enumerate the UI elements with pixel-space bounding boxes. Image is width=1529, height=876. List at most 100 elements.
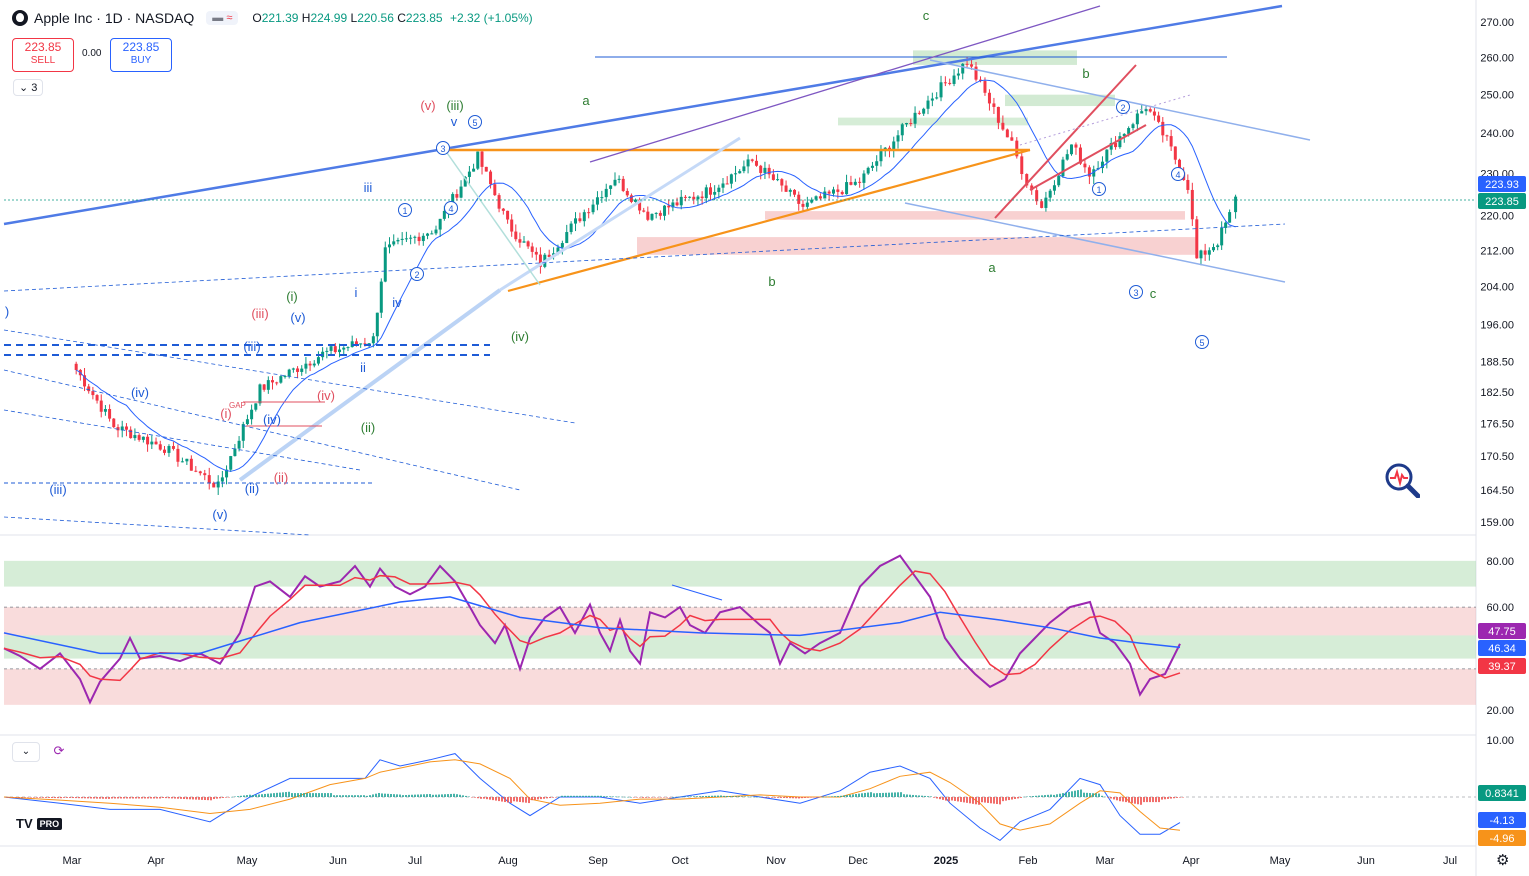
histogram-bar xyxy=(513,797,515,802)
gear-icon[interactable]: ⚙ xyxy=(1496,852,1510,869)
dashed-trendline xyxy=(3,369,521,491)
candle xyxy=(379,278,383,319)
histogram-bar xyxy=(639,797,641,798)
refresh-icon[interactable]: ⟳ xyxy=(53,743,65,758)
histogram-bar xyxy=(621,796,623,798)
histogram-bar xyxy=(498,797,500,802)
histogram-bar xyxy=(138,797,140,799)
wave-label: (i) xyxy=(286,289,298,304)
candle xyxy=(917,110,921,115)
histogram-bar xyxy=(660,797,662,798)
wave-label: (iv) xyxy=(131,385,149,400)
histogram-bar xyxy=(666,797,668,798)
candle-body xyxy=(1078,147,1082,164)
candle-body xyxy=(1207,250,1211,255)
candle-body xyxy=(250,409,254,420)
histogram-bar xyxy=(486,797,488,800)
histogram-bar xyxy=(288,791,290,797)
histogram-bar xyxy=(864,792,866,797)
macd-collapse-button[interactable]: ⌄ xyxy=(12,742,40,762)
candle-body xyxy=(1069,144,1073,155)
gap-label: GAP xyxy=(229,401,246,410)
histogram-bar xyxy=(678,796,680,798)
candle xyxy=(797,191,801,211)
rsi-slow-line xyxy=(3,596,1181,655)
candle-body xyxy=(713,191,717,195)
histogram-bar xyxy=(693,796,695,797)
histogram-bar xyxy=(588,795,590,797)
candle xyxy=(704,184,708,204)
candle xyxy=(120,420,124,438)
histogram-bar xyxy=(804,797,806,798)
histogram-bar xyxy=(294,793,296,797)
candle xyxy=(270,376,274,390)
candle-body xyxy=(383,247,387,282)
histogram-bar xyxy=(159,797,161,799)
time-tick-label: Nov xyxy=(766,855,786,867)
candle-body xyxy=(1224,222,1228,228)
time-tick-label: Jun xyxy=(1357,855,1375,867)
histogram-bar xyxy=(540,797,542,800)
candle-body xyxy=(875,161,879,166)
candle-body xyxy=(600,197,604,199)
histogram-bar xyxy=(1026,796,1028,798)
histogram-bar xyxy=(9,797,11,798)
histogram-bar xyxy=(1092,793,1094,797)
buy-button[interactable]: 223.85 BUY xyxy=(110,38,172,72)
magnifier-pulse-icon[interactable] xyxy=(1384,462,1420,498)
svg-text:3: 3 xyxy=(440,144,445,154)
histogram-bar xyxy=(24,797,26,798)
candle xyxy=(818,193,822,201)
candle xyxy=(137,433,141,442)
macd-signal-badge: -4.96 xyxy=(1478,830,1526,846)
candle xyxy=(530,242,534,258)
histogram-bar xyxy=(861,793,863,797)
symbol-title[interactable]: Apple Inc · 1D · NASDAQ xyxy=(34,10,195,26)
svg-text:4: 4 xyxy=(1175,170,1180,180)
candle xyxy=(112,417,116,429)
histogram-bar xyxy=(597,795,599,797)
candle-body xyxy=(484,166,488,172)
histogram-bar xyxy=(723,795,725,797)
candle xyxy=(721,177,725,194)
wave-label: b xyxy=(768,274,775,289)
candle-body xyxy=(922,108,926,114)
candle xyxy=(233,443,237,457)
candle-body xyxy=(917,112,921,114)
chevron-down-icon: ⌄ xyxy=(19,82,29,94)
candle-body xyxy=(518,239,522,243)
wave-label: (i) xyxy=(220,406,232,421)
candle-body xyxy=(1044,197,1048,208)
candle xyxy=(480,149,484,175)
orange-rising-trendline xyxy=(507,148,1031,293)
candle-body xyxy=(1152,111,1156,116)
candle xyxy=(216,475,220,495)
histogram-bar xyxy=(822,796,824,798)
candle-body xyxy=(862,173,866,183)
candle xyxy=(220,471,224,488)
chart-style-pill[interactable]: ▬ ≈ xyxy=(206,11,239,25)
histogram-bar xyxy=(855,794,857,797)
candle xyxy=(262,384,266,392)
histogram-bar xyxy=(777,797,779,798)
candle xyxy=(1234,194,1238,219)
candle-body xyxy=(312,363,316,366)
high-value: 224.99 xyxy=(310,11,348,25)
histogram-bar xyxy=(369,795,371,797)
histogram-bar xyxy=(744,796,746,798)
indicators-toggle[interactable]: ⌄ 3 xyxy=(13,79,44,96)
histogram-bar xyxy=(519,797,521,802)
demand-zone xyxy=(838,117,1028,126)
histogram-bar xyxy=(468,796,470,797)
candle-body xyxy=(621,178,625,191)
sell-button[interactable]: 223.85 SELL xyxy=(12,38,74,72)
histogram-bar xyxy=(75,797,77,799)
candle-body xyxy=(108,409,112,419)
candle-body xyxy=(275,382,279,384)
candle xyxy=(472,163,476,172)
wave-count-circle: 4 xyxy=(444,201,458,215)
candle-body xyxy=(371,336,375,344)
histogram-bar xyxy=(108,797,110,799)
candle xyxy=(312,360,316,368)
